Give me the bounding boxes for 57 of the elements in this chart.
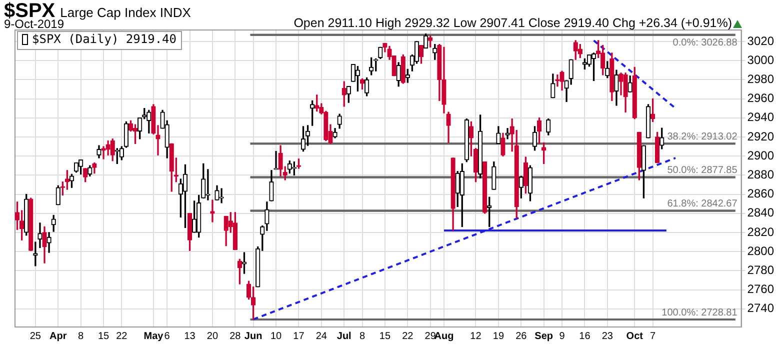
y-tick-label: 3000 bbox=[747, 52, 774, 67]
x-tick-label: 22 bbox=[402, 330, 414, 342]
y-tick-label: 2800 bbox=[747, 244, 774, 258]
y-tick-label: 2880 bbox=[747, 167, 774, 182]
candlestick bbox=[274, 150, 278, 170]
y-tick-label: 2920 bbox=[747, 129, 774, 144]
x-tick-label: 10 bbox=[270, 330, 282, 342]
x-tick-label: 25 bbox=[30, 330, 42, 342]
x-tick-label: 20 bbox=[206, 330, 218, 342]
y-tick-label: 2760 bbox=[747, 282, 774, 296]
x-tick-label: 12 bbox=[470, 330, 482, 342]
y-tick-label: 2740 bbox=[747, 301, 774, 316]
x-tick-label: 26 bbox=[516, 330, 528, 342]
x-tick-label: 7 bbox=[650, 330, 656, 342]
x-tick-label: 13 bbox=[184, 330, 196, 342]
y-tick-label: 3020 bbox=[747, 34, 774, 48]
ref-line-label: 50.0%: 2877.85 bbox=[667, 164, 738, 176]
y-tick-label: 2860 bbox=[747, 186, 774, 201]
x-tick-label: Sep bbox=[534, 330, 554, 342]
y-tick-label: 2900 bbox=[747, 148, 774, 162]
x-tick-label: May bbox=[144, 330, 164, 342]
ref-line-label: 100.0%: 2728.81 bbox=[662, 307, 738, 318]
candlestick bbox=[33, 242, 38, 266]
x-tick-label: 16 bbox=[579, 330, 591, 342]
x-tick-label: 15 bbox=[98, 330, 110, 342]
y-tick-label: 2940 bbox=[747, 110, 774, 124]
x-tick-label: 23 bbox=[602, 330, 614, 342]
x-tick-label: Aug bbox=[434, 330, 454, 342]
ref-line-label: 0.0%: 3026.88 bbox=[672, 38, 738, 49]
y-tick-label: 2840 bbox=[747, 206, 774, 220]
x-tick-label: 22 bbox=[116, 330, 128, 342]
x-tick-label: 19 bbox=[492, 330, 504, 342]
x-tick-label: 9 bbox=[559, 330, 566, 342]
x-tick-label: Jun bbox=[244, 330, 262, 342]
annotation: Open 2911.10 High 2929.32 Low 2907.41 Close 2919.40 Chg +26.34 (+0.91%) bbox=[294, 16, 732, 30]
annotation: 9-Oct-2019 bbox=[4, 17, 64, 31]
y-tick-label: 2780 bbox=[747, 262, 774, 277]
x-tick-label: 8 bbox=[359, 330, 366, 342]
y-tick-label: 2980 bbox=[747, 72, 774, 86]
x-tick-label: 8 bbox=[78, 330, 84, 342]
ref-line-label: 38.2%: 2913.02 bbox=[667, 131, 738, 142]
x-tick-label: 24 bbox=[316, 330, 328, 342]
legend-label: $SPX (Daily) 2919.40 bbox=[32, 32, 176, 47]
x-tick-label: 6 bbox=[164, 330, 170, 342]
x-tick-label: Jul bbox=[336, 330, 352, 342]
x-tick-label: 29 bbox=[424, 330, 436, 342]
chart-subtitle: Large Cap Index INDX bbox=[60, 5, 191, 20]
candlestick bbox=[219, 188, 224, 204]
candlestick bbox=[38, 222, 42, 248]
x-tick-label: 15 bbox=[379, 330, 391, 342]
x-tick-label: 17 bbox=[293, 330, 305, 342]
ref-line-label: 61.8%: 2842.67 bbox=[667, 198, 738, 210]
x-tick-label: 28 bbox=[230, 330, 242, 342]
y-tick-label: 2820 bbox=[747, 224, 774, 239]
x-tick-label: Oct bbox=[626, 330, 644, 342]
x-tick-label: Apr bbox=[50, 330, 67, 342]
y-tick-label: 2960 bbox=[747, 91, 774, 106]
